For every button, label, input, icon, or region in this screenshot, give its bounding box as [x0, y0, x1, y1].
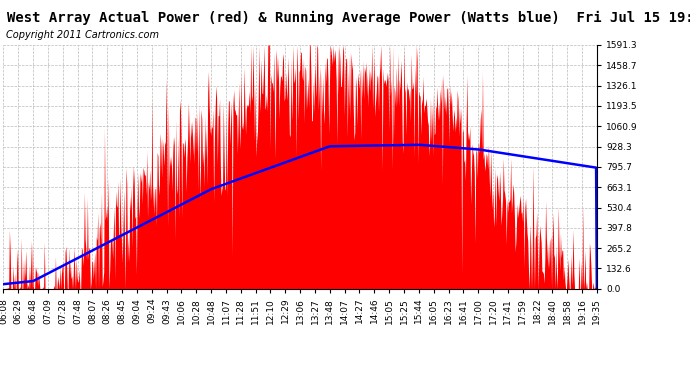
- Text: West Array Actual Power (red) & Running Average Power (Watts blue)  Fri Jul 15 1: West Array Actual Power (red) & Running …: [7, 11, 690, 26]
- Text: Copyright 2011 Cartronics.com: Copyright 2011 Cartronics.com: [6, 30, 159, 40]
